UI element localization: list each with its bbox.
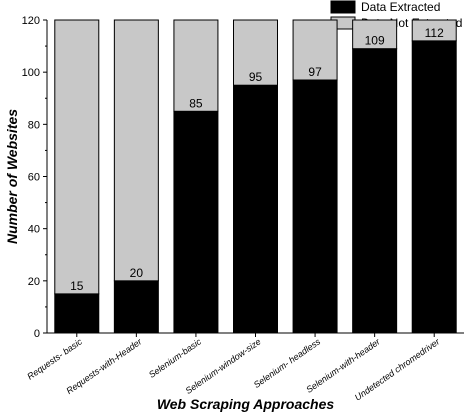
data-label-1: 20 [130, 266, 144, 280]
bar-extracted-4 [292, 79, 338, 334]
y-tick-label-100: 100 [22, 67, 40, 79]
data-label-4: 97 [308, 65, 322, 79]
y-tick-label-80: 80 [28, 119, 40, 131]
y-tick-label-0: 0 [34, 328, 40, 340]
bar-extracted-0 [54, 293, 100, 334]
bar-extracted-2 [173, 110, 219, 334]
y-axis-title: Number of Websites [4, 109, 20, 244]
bar-not-extracted-4 [292, 19, 338, 81]
legend-label-0: Data Extracted [361, 0, 440, 14]
bar-not-extracted-5 [352, 19, 398, 50]
bar-extracted-6 [411, 40, 457, 334]
y-tick-label-20: 20 [28, 276, 40, 288]
x-tick-label-0: Requests- basic [25, 336, 84, 381]
data-label-0: 15 [70, 279, 84, 293]
bar-not-extracted-6 [411, 19, 457, 42]
bars-group: 15 20 85 95 97 109 112 [54, 19, 457, 334]
bar-not-extracted-0 [54, 19, 100, 295]
bar-not-extracted-1 [113, 19, 159, 282]
bar-extracted-5 [352, 48, 398, 334]
data-label-3: 95 [249, 70, 263, 84]
x-tick-label-2: Selenium-basic [147, 336, 204, 380]
legend-swatch-0 [330, 0, 356, 14]
x-axis-title: Web Scraping Approaches [157, 396, 335, 412]
y-tick-label-60: 60 [28, 172, 40, 184]
bar-extracted-1 [113, 280, 159, 334]
bar-not-extracted-2 [173, 19, 219, 112]
data-label-6: 112 [425, 26, 444, 40]
bar-not-extracted-3 [233, 19, 278, 86]
data-label-5: 109 [365, 34, 385, 48]
y-tick-label-120: 120 [22, 15, 40, 27]
y-tick-label-40: 40 [28, 224, 40, 236]
data-label-2: 85 [189, 96, 203, 110]
bar-extracted-3 [233, 84, 278, 334]
